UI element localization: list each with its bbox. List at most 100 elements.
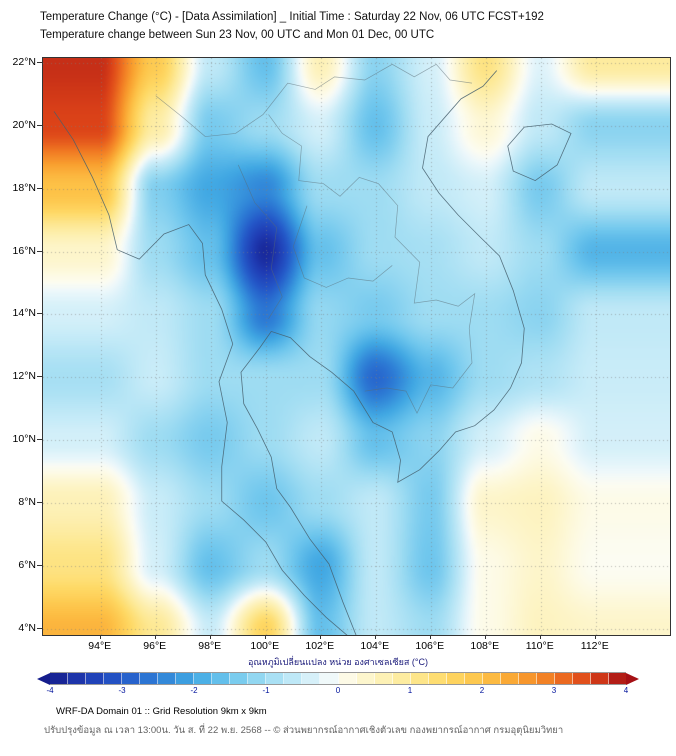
- colorbar-segment: [320, 673, 339, 684]
- y-axis-tick: [37, 564, 42, 566]
- map-plot: [42, 57, 671, 636]
- x-axis-tick-label: 112°E: [580, 640, 609, 652]
- colorbar-tick-label: 2: [479, 686, 485, 695]
- colorbar-segment: [446, 673, 465, 684]
- colorbar-segment: [302, 673, 321, 684]
- y-axis-tick: [37, 502, 42, 503]
- colorbar-tick-label: -4: [46, 686, 54, 695]
- x-axis-tick-label: 102°E: [305, 640, 335, 652]
- colorbar-segment: [284, 673, 303, 684]
- colorbar-segment: [176, 673, 195, 684]
- colorbar-segment: [158, 673, 177, 684]
- colorbar-segment: [248, 673, 267, 684]
- border-internal-2-path: [293, 206, 392, 288]
- y-axis-tick: [37, 250, 42, 252]
- map-titles: Temperature Change (°C) - [Data Assimila…: [40, 8, 544, 44]
- colorbar-segment: [428, 673, 447, 684]
- coastline-west-path: [54, 111, 348, 635]
- y-axis-tick: [37, 376, 42, 378]
- y-axis-tick: [37, 439, 42, 441]
- colorbar-segment: [266, 673, 285, 684]
- colorbar-tick-label: 1: [407, 686, 413, 695]
- y-axis-tick-label: 14°N: [12, 307, 36, 320]
- colorbar-segment: [122, 673, 141, 684]
- colorbar-segment: [554, 673, 573, 684]
- x-axis-tick: [319, 635, 321, 639]
- colorbar-segment: [572, 673, 591, 684]
- x-axis-tick: [154, 635, 156, 639]
- colorbar-label: อุณหภูมิเปลี่ยนแปลง หน่วย องศาเซลเซียส (…: [248, 657, 428, 667]
- y-axis-tick: [37, 124, 42, 126]
- map-title-line2: Temperature change between Sun 23 Nov, 0…: [40, 29, 435, 41]
- y-axis-tick: [37, 187, 42, 189]
- x-axis-tick-label: 96°E: [143, 640, 167, 652]
- border-north-path: [156, 64, 472, 136]
- colorbar-segment: [590, 673, 609, 684]
- colorbar-segment: [194, 673, 213, 684]
- x-axis-tick-label: 98°E: [198, 640, 222, 652]
- colorbar-tick-label: -2: [190, 686, 198, 695]
- x-axis-tick-label: 106°E: [415, 640, 445, 652]
- colorbar-segment: [410, 673, 429, 684]
- colorbar-segment: [230, 673, 249, 684]
- x-axis-tick-label: 104°E: [360, 640, 390, 652]
- heatmap-canvas: [43, 58, 670, 635]
- x-axis-tick: [594, 635, 596, 639]
- colorbar-segment: [464, 673, 483, 684]
- y-axis-tick: [37, 313, 42, 315]
- y-axis-tick-label: 16°N: [12, 244, 36, 257]
- x-axis-tick: [209, 635, 211, 639]
- colorbar-tick-label: 0: [335, 686, 341, 695]
- border-mekong-path: [269, 115, 475, 414]
- footer-update-info: ปรับปรุงข้อมูล ณ เวลา 13:00น. วัน ส. ที่…: [44, 725, 564, 736]
- y-axis-tick-label: 10°N: [12, 433, 36, 446]
- colorbar-segment: [338, 673, 357, 684]
- colorbar-segment: [500, 673, 519, 684]
- y-axis-tick-label: 20°N: [12, 118, 36, 131]
- colorbar-segment: [140, 673, 159, 684]
- colorbar-gradient: [50, 672, 626, 685]
- colorbar-segment: [482, 673, 501, 684]
- x-axis-tick: [374, 635, 376, 639]
- colorbar-segment: [50, 673, 69, 684]
- colorbar-left-arrow-icon: [37, 672, 50, 685]
- y-axis-tick-label: 6°N: [18, 558, 36, 571]
- colorbar-segment: [86, 673, 105, 684]
- colorbar-segment: [212, 673, 231, 684]
- y-axis-tick: [37, 627, 42, 629]
- map-title-line1: Temperature Change (°C) - [Data Assimila…: [40, 11, 544, 23]
- colorbar-segment: [356, 673, 375, 684]
- footer-domain-info: WRF-DA Domain 01 :: Grid Resolution 9km …: [56, 706, 267, 717]
- y-axis-tick-label: 18°N: [12, 181, 36, 194]
- colorbar-tick-label: 3: [551, 686, 557, 695]
- colorbar-segment: [374, 673, 393, 684]
- colorbar-segment: [68, 673, 87, 684]
- colorbar-segment: [536, 673, 555, 684]
- y-axis-tick-label: 4°N: [18, 621, 36, 634]
- x-axis-tick: [264, 635, 266, 639]
- colorbar-tick-label: -1: [262, 686, 270, 695]
- y-axis-tick-label: 22°N: [12, 56, 36, 69]
- y-axis-tick-label: 12°N: [12, 370, 36, 383]
- map-footer: WRF-DA Domain 01 :: Grid Resolution 9km …: [44, 706, 563, 738]
- hainan-island-path: [508, 124, 571, 181]
- colorbar-tick-label: 4: [623, 686, 629, 695]
- x-axis-tick-label: 100°E: [250, 640, 280, 652]
- y-axis-tick: [37, 62, 42, 64]
- colorbar-tick-labels: -4 -3 -2 -1 0 1 2 3 4: [46, 686, 629, 698]
- x-axis-tick-label: 108°E: [470, 640, 500, 652]
- x-axis-tick: [429, 635, 431, 639]
- x-axis-tick: [99, 635, 101, 639]
- colorbar-segment: [104, 673, 123, 684]
- x-axis-tick-label: 94°E: [88, 640, 112, 652]
- y-axis-tick-label: 8°N: [18, 496, 36, 508]
- colorbar-segment: [608, 673, 626, 684]
- coastline-east-path: [241, 71, 524, 635]
- colorbar-segment: [392, 673, 411, 684]
- x-axis-tick: [539, 635, 541, 639]
- colorbar: [37, 672, 639, 685]
- colorbar-right-arrow-icon: [626, 672, 639, 685]
- x-axis-tick: [484, 635, 486, 639]
- coastline-overlay: [43, 58, 670, 635]
